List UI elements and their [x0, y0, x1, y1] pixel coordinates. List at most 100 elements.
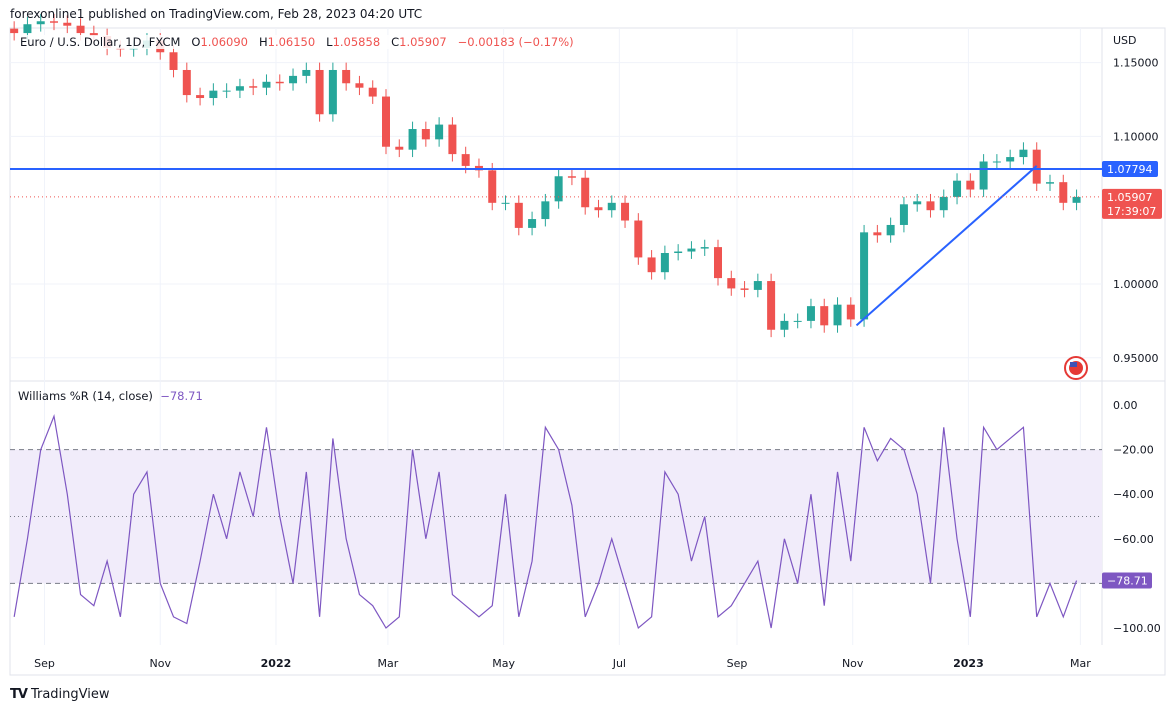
candle — [674, 251, 683, 254]
candle — [567, 176, 576, 178]
candle — [328, 69, 337, 115]
candle — [382, 96, 390, 147]
candle — [289, 75, 298, 84]
candle — [23, 24, 32, 34]
candle — [528, 219, 537, 228]
williams-r-line — [13, 413, 1078, 630]
candle — [634, 220, 643, 258]
candle — [700, 247, 709, 249]
candle — [222, 90, 231, 92]
x-tick-label: Mar — [378, 657, 399, 670]
candle — [355, 83, 364, 88]
candle — [488, 170, 497, 203]
candle — [899, 204, 908, 225]
candle — [621, 202, 630, 221]
candle — [63, 22, 72, 26]
candle — [1059, 182, 1068, 203]
candle — [89, 33, 98, 37]
x-tick-label: Jul — [612, 657, 626, 670]
candle — [10, 28, 19, 34]
x-tick-label: Nov — [150, 657, 172, 670]
candle — [368, 87, 377, 97]
candle — [342, 69, 351, 84]
candle — [953, 180, 962, 197]
x-tick-label: Mar — [1070, 657, 1091, 670]
candle — [660, 253, 669, 273]
tradingview-logo[interactable]: TV TradingView — [10, 687, 109, 702]
x-tick-label: 2022 — [261, 657, 292, 670]
candle — [886, 224, 895, 236]
flag-canton — [1070, 362, 1077, 367]
close-value: 1.05907 — [399, 35, 447, 49]
chart-frame — [9, 27, 1166, 676]
candle — [873, 232, 882, 236]
candle — [435, 124, 444, 140]
candle — [647, 257, 656, 273]
candle — [1019, 149, 1028, 158]
countdown-label: 17:39:07 — [1107, 205, 1156, 218]
trend-line — [855, 165, 1038, 327]
wr-tick-label: −100.00 — [1113, 622, 1161, 635]
candle — [1072, 196, 1081, 203]
wr-tick-label: −60.00 — [1113, 533, 1154, 546]
candle — [607, 202, 616, 211]
candle — [740, 288, 749, 290]
x-tick-label: Sep — [34, 657, 55, 670]
high-label: H — [258, 35, 268, 49]
candle — [966, 180, 975, 190]
high-value: 1.06150 — [267, 35, 316, 49]
wr-last-label-bg — [1102, 572, 1152, 589]
price-tick-label: 1.00000 — [1113, 278, 1159, 291]
candle — [926, 201, 935, 211]
publisher-info: forexonline1 published on TradingView.co… — [10, 7, 423, 21]
candle — [687, 248, 696, 252]
candle — [169, 52, 178, 70]
candle — [196, 95, 205, 99]
candle — [992, 161, 1001, 163]
candle — [249, 86, 258, 88]
candle — [501, 202, 510, 204]
low-value: 1.05858 — [332, 35, 381, 49]
candle — [461, 154, 470, 166]
candle — [780, 320, 789, 330]
candle — [395, 146, 404, 150]
wr-tick-label: −20.00 — [1113, 444, 1154, 457]
candle — [939, 196, 948, 211]
x-tick-label: 2023 — [953, 657, 984, 670]
x-tick-label: Sep — [727, 657, 748, 670]
candle — [182, 69, 191, 96]
price-tick-label: 0.95000 — [1113, 352, 1159, 365]
candle — [767, 281, 776, 330]
candle — [50, 21, 58, 23]
candle — [979, 161, 988, 190]
candle — [209, 90, 218, 99]
wr-tick-label: 0.00 — [1113, 399, 1138, 412]
wr-tick-label: −40.00 — [1113, 488, 1154, 501]
indicator-name: Williams %R (14, close) — [18, 389, 153, 403]
candle — [594, 207, 603, 211]
candle — [541, 201, 550, 220]
candle — [235, 86, 244, 91]
candle — [833, 304, 842, 326]
candle — [1006, 157, 1015, 162]
candle — [275, 81, 284, 84]
open-value: 1.06090 — [200, 35, 248, 49]
x-tick-label: May — [492, 657, 515, 670]
price-tick-label: 1.10000 — [1113, 130, 1159, 143]
candle — [581, 177, 590, 208]
candle — [421, 129, 430, 140]
candle — [448, 124, 457, 155]
candle — [820, 306, 829, 326]
candle — [408, 129, 417, 150]
candle — [302, 69, 311, 76]
price-tick-label: 1.15000 — [1113, 57, 1159, 70]
candle — [793, 320, 802, 322]
symbol-name: Euro / U.S. Dollar, 1D, FXCM — [20, 35, 181, 49]
candle — [514, 202, 523, 228]
candle — [753, 281, 762, 290]
indicator-value: −78.71 — [160, 389, 203, 403]
low-label: L — [326, 35, 333, 49]
tv-logo-icon: TV — [10, 687, 28, 702]
horizontal-line-label: 1.07794 — [1107, 163, 1153, 176]
